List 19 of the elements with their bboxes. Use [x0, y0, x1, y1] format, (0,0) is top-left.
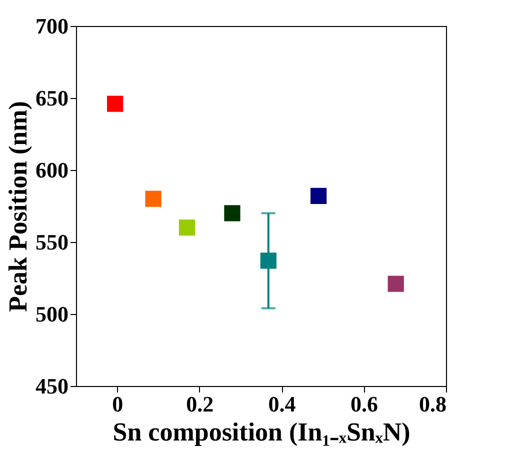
- point: [145, 190, 162, 207]
- point: [106, 96, 124, 112]
- point: [178, 220, 196, 236]
- x-tick-label: 0: [112, 392, 124, 416]
- x-tick-label: 0.6: [350, 392, 378, 416]
- y-tick-label: 450: [36, 374, 68, 398]
- x-axis-title: Sn composition (In₁₋ₓSnₓN): [112, 418, 410, 446]
- point: [224, 205, 240, 222]
- x-tick-label: 0.4: [268, 392, 296, 416]
- y-tick-label: 600: [36, 158, 68, 182]
- y-tick-label: 700: [36, 14, 68, 38]
- x-tick-label: 0.8: [419, 392, 446, 416]
- y-axis-title: Peak Position (nm): [4, 101, 32, 312]
- y-tick-label: 500: [36, 302, 68, 326]
- x-tick-label: 0.2: [186, 392, 214, 416]
- y-tick-label: 550: [36, 230, 68, 254]
- point: [310, 188, 327, 204]
- y-tick-label: 650: [36, 86, 68, 110]
- point: [388, 276, 404, 292]
